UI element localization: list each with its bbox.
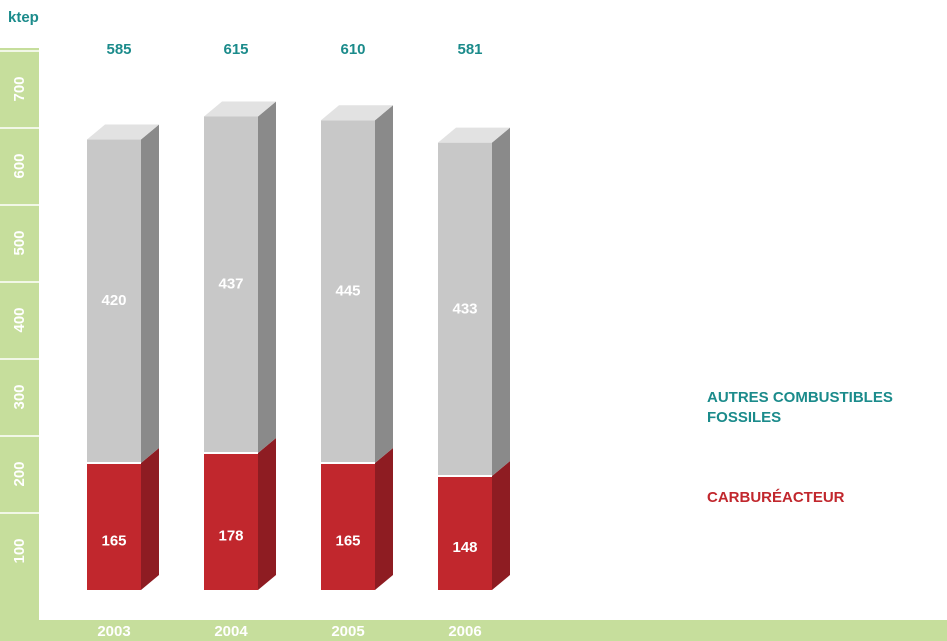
legend-entry: AUTRES COMBUSTIBLES FOSSILES	[707, 389, 893, 426]
y-tick-label: 500	[11, 230, 28, 255]
bar-segment	[204, 116, 258, 453]
total-label: 615	[223, 41, 248, 58]
y-tick-label: 600	[11, 153, 28, 178]
bar-side	[492, 127, 510, 477]
y-axis-band	[0, 48, 39, 641]
x-tick-label: 2005	[331, 623, 364, 640]
y-tick-label: 200	[11, 461, 28, 486]
value-label: 445	[335, 283, 360, 300]
x-axis-band	[39, 620, 947, 641]
value-label: 165	[101, 532, 126, 549]
total-label: 610	[340, 41, 365, 58]
bar-side	[258, 437, 276, 590]
bar-segment	[438, 476, 492, 590]
bar-side	[258, 101, 276, 453]
value-label: 437	[218, 276, 243, 293]
value-label: 178	[218, 527, 243, 544]
legend-entry: CARBURÉACTEUR	[707, 489, 845, 506]
y-tick-label: 100	[11, 538, 28, 563]
bar-side	[375, 105, 393, 463]
total-label: 585	[106, 41, 131, 58]
total-label: 581	[457, 41, 482, 58]
x-tick-label: 2006	[448, 623, 481, 640]
bar-segment	[438, 142, 492, 477]
bar-segment	[87, 462, 141, 590]
bar-segment	[321, 462, 375, 590]
x-tick-label: 2004	[214, 623, 248, 640]
y-tick-label: 300	[11, 384, 28, 409]
bar-top	[321, 105, 393, 121]
x-tick-label: 2003	[97, 623, 130, 640]
y-axis-label: ktep	[8, 9, 39, 26]
bar-side	[141, 124, 159, 463]
bar-segment	[321, 120, 375, 463]
bar-top	[204, 101, 276, 117]
value-label: 420	[101, 292, 126, 309]
y-tick-label: 400	[11, 307, 28, 332]
bar-top	[438, 127, 510, 143]
bar-side	[492, 461, 510, 590]
value-label: 148	[452, 539, 477, 556]
y-tick-label: 700	[11, 76, 28, 101]
bar-segment	[87, 139, 141, 463]
bar-segment	[204, 452, 258, 590]
bar-top	[87, 124, 159, 140]
bar-side	[141, 447, 159, 590]
value-label: 433	[452, 300, 477, 317]
value-label: 165	[335, 532, 360, 549]
bar-side	[375, 447, 393, 590]
